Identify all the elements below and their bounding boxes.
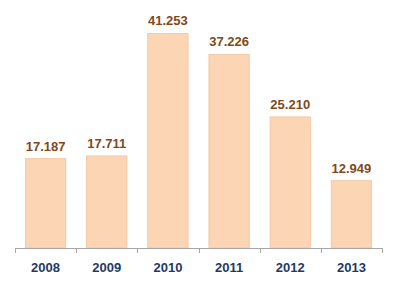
x-axis-separator: [382, 248, 383, 253]
x-tick-label: 2012: [276, 260, 305, 275]
data-label: 17.187: [26, 139, 66, 154]
chart-svg: 17.187 2008 17.711 2009 41.253 2010 37.226 2011…: [0, 0, 401, 290]
data-label: 41.253: [148, 13, 188, 28]
bars: [25, 33, 371, 248]
bar: [25, 159, 65, 248]
chart-container: 17.187 2008 17.711 2009 41.253 2010 37.226 2011…: [0, 0, 401, 290]
x-axis-separator: [199, 248, 200, 253]
bar: [209, 54, 249, 248]
x-axis-separator: [15, 248, 16, 253]
x-axis-separator: [321, 248, 322, 253]
x-axis-separator: [76, 248, 77, 253]
data-label: 12.949: [332, 161, 372, 176]
bar: [148, 33, 188, 248]
labels: 17.187 2008 17.711 2009 41.253 2010 37.226 2011…: [26, 13, 372, 275]
x-tick-label: 2009: [92, 260, 121, 275]
x-tick-label: 2011: [215, 260, 243, 275]
bar: [331, 181, 371, 248]
data-label: 17.711: [87, 136, 126, 151]
x-tick-label: 2010: [153, 260, 182, 275]
x-axis-separator: [260, 248, 261, 253]
x-axis-line: [15, 248, 382, 249]
x-tick-label: 2008: [31, 260, 60, 275]
x-axis-separator: [137, 248, 138, 253]
data-label: 37.226: [209, 34, 249, 49]
bar: [270, 117, 310, 248]
bar: [87, 156, 127, 248]
data-label: 25.210: [270, 97, 310, 112]
x-tick-label: 2013: [337, 260, 366, 275]
